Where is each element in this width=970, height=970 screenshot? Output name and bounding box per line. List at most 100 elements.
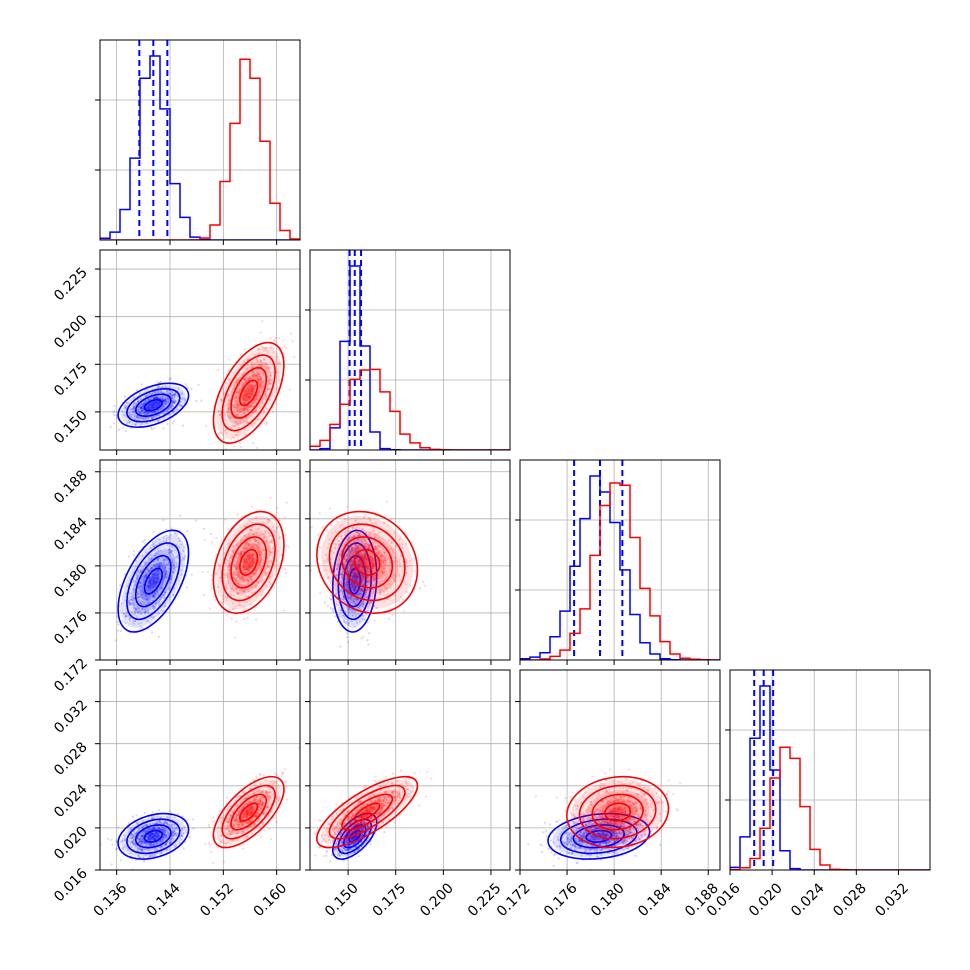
sample-point — [114, 848, 118, 851]
sample-point — [148, 834, 151, 837]
sample-point — [264, 529, 267, 533]
sample-point — [353, 613, 356, 616]
sample-point — [152, 540, 155, 544]
sample-point — [242, 406, 245, 409]
sample-point — [148, 600, 151, 603]
sample-point — [360, 561, 363, 564]
sample-point — [183, 555, 187, 558]
sample-point — [353, 574, 356, 577]
sample-point — [361, 565, 364, 568]
sample-point — [333, 583, 336, 586]
sample-point — [164, 402, 167, 406]
sample-point — [160, 586, 163, 590]
sample-point — [355, 548, 358, 552]
sample-point — [244, 565, 247, 568]
sample-point — [150, 836, 153, 840]
sample-point — [176, 556, 180, 559]
sample-point — [316, 533, 320, 536]
sample-point — [173, 587, 176, 590]
sample-point — [143, 402, 146, 405]
sample-point — [135, 814, 138, 817]
sample-point — [138, 840, 142, 843]
sample-point — [352, 588, 355, 591]
sample-point — [254, 375, 257, 378]
sample-point — [151, 403, 154, 406]
sample-point — [153, 827, 156, 831]
sample-point — [348, 607, 351, 611]
sample-point — [137, 586, 140, 589]
sample-point — [384, 586, 387, 590]
sample-point — [138, 588, 141, 591]
sample-point — [352, 575, 356, 578]
sample-point — [145, 406, 148, 409]
sample-point — [366, 567, 369, 570]
sample-point — [210, 541, 214, 544]
sample-point — [261, 589, 265, 592]
sample-point — [378, 545, 381, 548]
sample-point — [364, 552, 367, 555]
sample-point — [356, 600, 359, 603]
sample-point — [147, 412, 151, 415]
sample-point — [158, 402, 161, 406]
sample-point — [252, 561, 255, 564]
sample-point — [141, 417, 144, 421]
sample-point — [366, 609, 370, 612]
sample-point — [175, 565, 178, 568]
sample-point — [246, 358, 249, 362]
sample-point — [261, 521, 264, 524]
sample-point — [136, 577, 139, 580]
sample-point — [336, 549, 340, 552]
sample-point — [352, 614, 355, 617]
sample-point — [350, 565, 353, 569]
sample-point — [347, 583, 350, 587]
sample-point — [155, 396, 158, 399]
sample-point — [158, 600, 161, 603]
sample-point — [369, 590, 373, 593]
sample-point — [358, 537, 361, 541]
sample-point — [122, 613, 125, 616]
sample-point — [146, 608, 149, 612]
density-region — [140, 562, 167, 601]
sample-point — [363, 558, 366, 561]
sample-point — [245, 541, 249, 544]
sample-point — [342, 595, 345, 598]
sample-point — [356, 547, 359, 550]
sample-point — [156, 409, 159, 412]
sample-point — [155, 836, 158, 839]
sample-point — [241, 418, 244, 421]
sample-point — [236, 573, 239, 576]
sample-point — [177, 386, 180, 390]
sample-point — [131, 837, 134, 840]
sample-point — [243, 524, 246, 528]
sample-point — [370, 566, 373, 569]
sample-point — [169, 404, 173, 407]
sample-point — [358, 559, 361, 563]
histogram-series — [100, 58, 300, 240]
sample-point — [362, 578, 366, 582]
sample-point — [149, 589, 152, 592]
sample-point — [140, 602, 143, 606]
sample-point — [245, 375, 248, 379]
sample-point — [245, 394, 249, 397]
sample-point — [183, 398, 186, 401]
sample-point — [235, 390, 238, 394]
sample-point — [360, 569, 364, 572]
sample-point — [259, 551, 262, 554]
sample-point — [161, 826, 164, 829]
sample-point — [236, 409, 239, 412]
sample-point — [127, 840, 130, 843]
sample-point — [354, 589, 357, 592]
sample-point — [145, 406, 148, 410]
sample-point — [369, 570, 372, 573]
sample-point — [151, 576, 154, 579]
sample-point — [263, 549, 266, 552]
sample-point — [266, 388, 269, 391]
sample-point — [195, 399, 198, 403]
sample-point — [169, 578, 172, 581]
sample-point — [155, 822, 158, 825]
sample-point — [336, 574, 339, 577]
sample-point — [326, 604, 330, 608]
sample-point — [233, 636, 237, 639]
sample-point — [165, 564, 168, 567]
